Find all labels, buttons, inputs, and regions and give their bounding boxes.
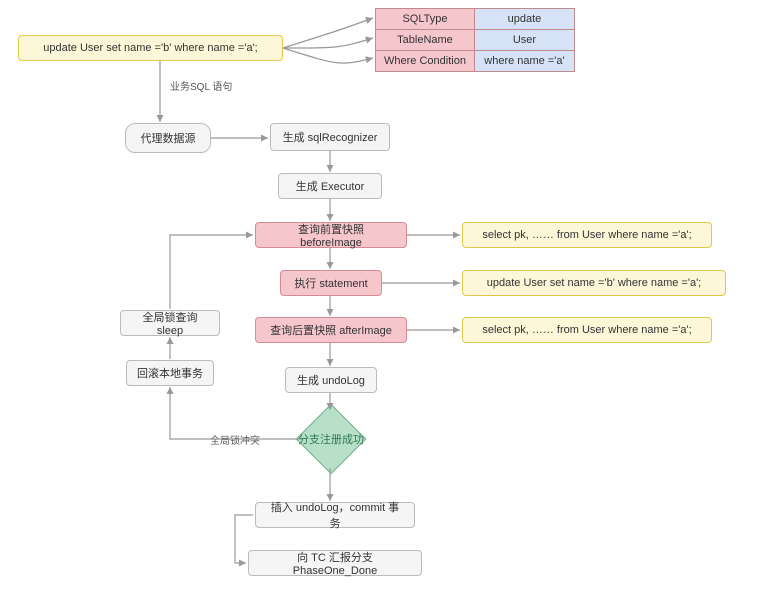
node-exec-stmt: 执行 statement	[280, 270, 382, 296]
node-text: 向 TC 汇报分支 PhaseOne_Done	[259, 549, 411, 577]
node-text: 分支注册成功	[298, 431, 364, 447]
sql-text: update User set name ='b' where name ='a…	[43, 42, 257, 54]
node-sleep: 全局锁查询 sleep	[120, 310, 220, 336]
node-text: 查询前置快照 beforeImage	[266, 221, 396, 249]
meta-val: update	[474, 9, 574, 30]
label-lock-conflict: 全局锁冲突	[210, 432, 260, 447]
sql-exec: update User set name ='b' where name ='a…	[462, 270, 726, 296]
sql-text: update User set name ='b' where name ='a…	[487, 277, 701, 289]
sql-text: select pk, …… from User where name ='a';	[482, 324, 691, 336]
node-text: 插入 undoLog，commit 事务	[266, 499, 404, 531]
node-report-tc: 向 TC 汇报分支 PhaseOne_Done	[248, 550, 422, 576]
node-rollback: 回滚本地事务	[126, 360, 214, 386]
sql-after-image: select pk, …… from User where name ='a';	[462, 317, 712, 343]
sql-text: select pk, …… from User where name ='a';	[482, 229, 691, 241]
sql-meta-table: SQLTypeupdate TableNameUser Where Condit…	[375, 8, 575, 72]
meta-key: Where Condition	[376, 51, 475, 72]
sql-statement: update User set name ='b' where name ='a…	[18, 35, 283, 61]
node-gen-recognizer: 生成 sqlRecognizer	[270, 123, 390, 151]
node-branch-reg: 分支注册成功	[296, 404, 367, 475]
node-text: 生成 Executor	[296, 178, 364, 194]
node-before-image: 查询前置快照 beforeImage	[255, 222, 407, 248]
meta-val: User	[474, 30, 574, 51]
node-gen-undolog: 生成 undoLog	[285, 367, 377, 393]
node-text: 执行 statement	[294, 275, 367, 291]
node-after-image: 查询后置快照 afterImage	[255, 317, 407, 343]
node-text: 代理数据源	[141, 130, 196, 146]
node-text: 回滚本地事务	[137, 365, 203, 381]
label-biz-sql: 业务SQL 语句	[170, 78, 232, 93]
meta-key: TableName	[376, 30, 475, 51]
meta-val: where name ='a'	[474, 51, 574, 72]
node-gen-executor: 生成 Executor	[278, 173, 382, 199]
node-text: 全局锁查询 sleep	[131, 309, 209, 337]
meta-key: SQLType	[376, 9, 475, 30]
node-insert-commit: 插入 undoLog，commit 事务	[255, 502, 415, 528]
sql-before-image: select pk, …… from User where name ='a';	[462, 222, 712, 248]
node-text: 查询后置快照 afterImage	[270, 322, 392, 338]
node-text: 生成 sqlRecognizer	[283, 129, 378, 145]
node-proxy-ds: 代理数据源	[125, 123, 211, 153]
node-text: 生成 undoLog	[297, 372, 365, 388]
